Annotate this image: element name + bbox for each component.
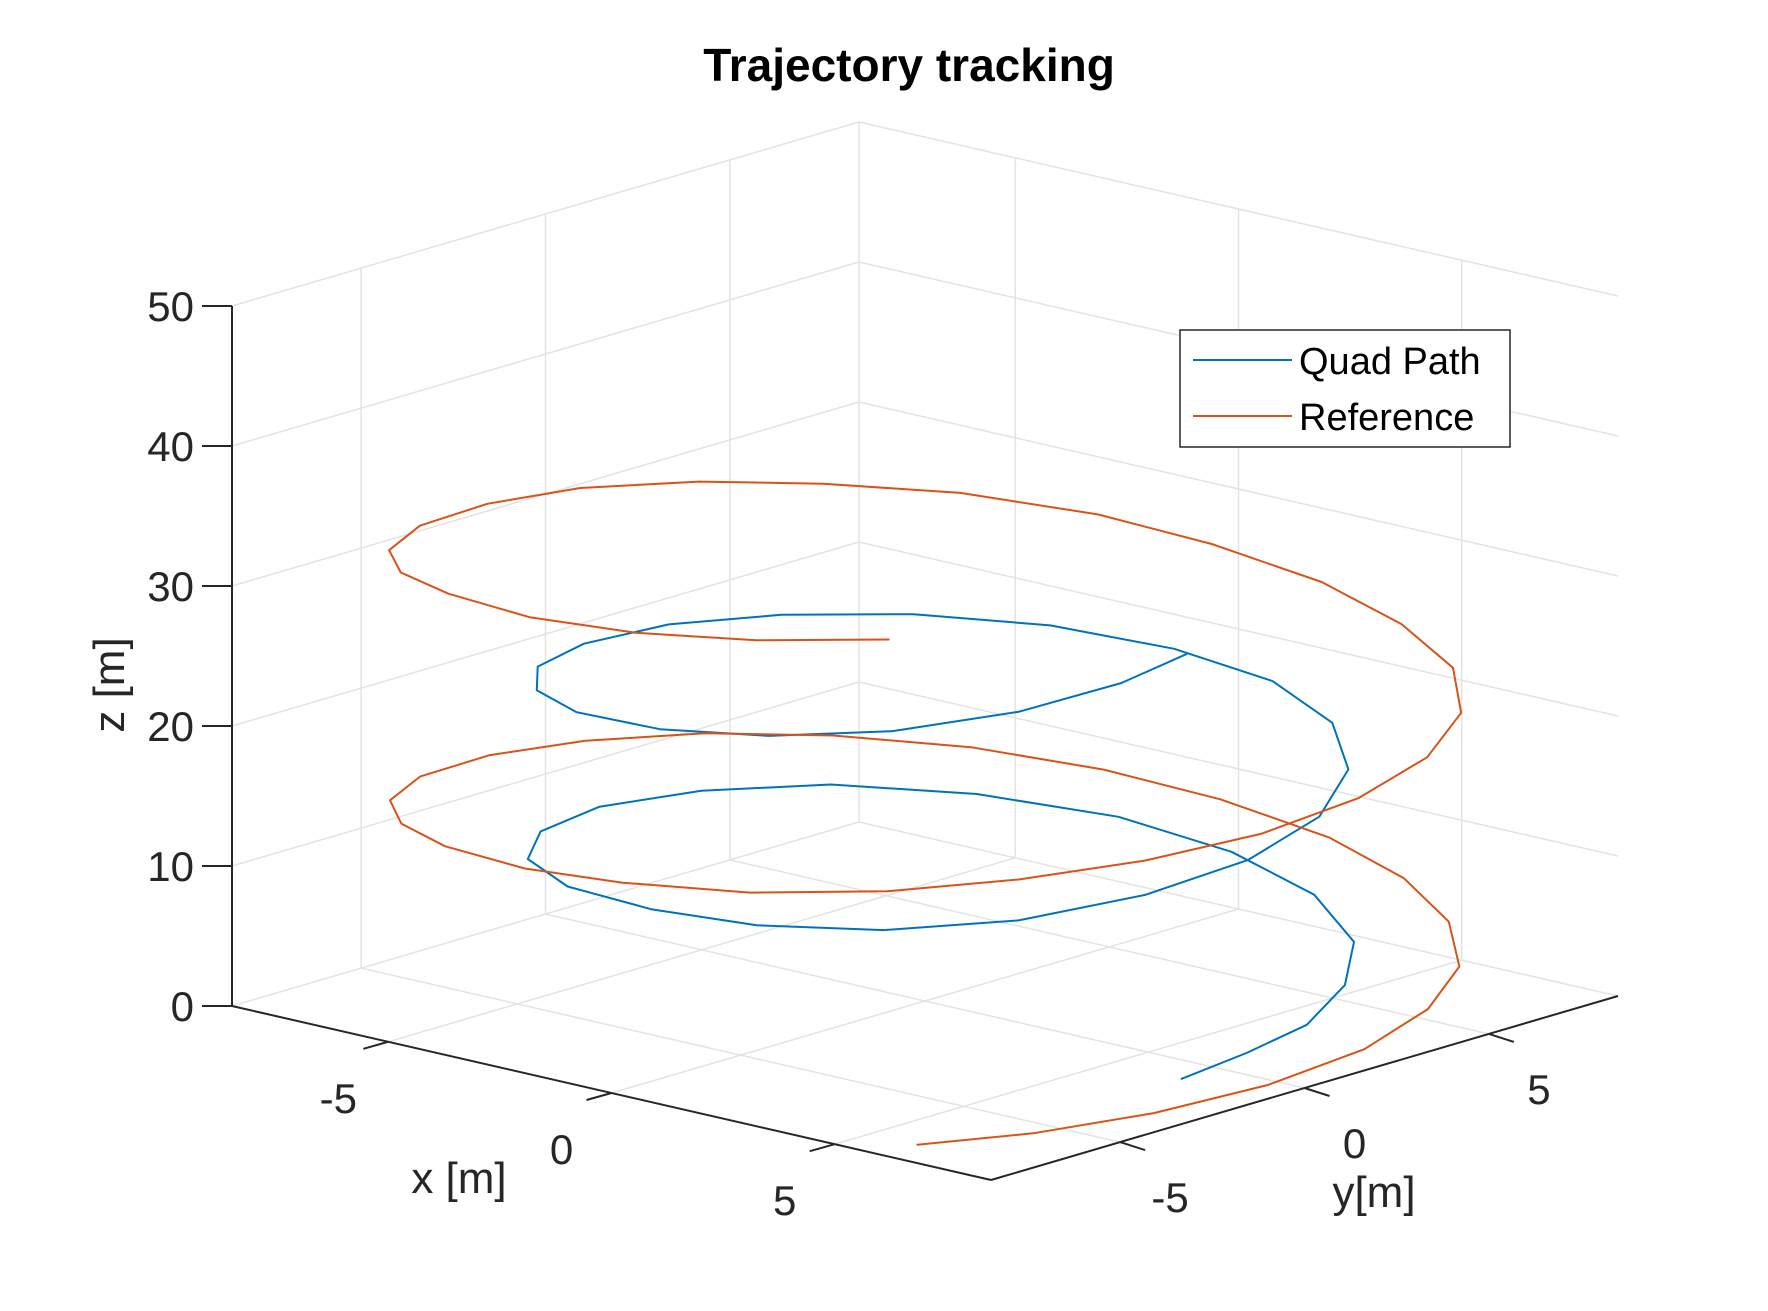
grid-line-back-left-horizontal bbox=[231, 681, 860, 867]
x-tick-mark bbox=[363, 1040, 389, 1050]
chart-title: Trajectory tracking bbox=[703, 39, 1115, 91]
y-axis-label: y[m] bbox=[1332, 1168, 1415, 1217]
data-series bbox=[388, 480, 1463, 1146]
grid-line-back-right-horizontal bbox=[858, 401, 1619, 577]
y-tick-label: 0 bbox=[1343, 1120, 1366, 1167]
grid-line-floor-y bbox=[545, 913, 1305, 1089]
y-tick-mark bbox=[1119, 1141, 1146, 1152]
z-tick-label: 30 bbox=[147, 563, 194, 610]
x-tick-label: 5 bbox=[773, 1177, 796, 1224]
grid-line-back-right-horizontal bbox=[858, 541, 1619, 717]
z-tick-label: 50 bbox=[147, 283, 194, 330]
grid-line-floor-y bbox=[729, 859, 1490, 1035]
grid-line-back-left-horizontal bbox=[231, 121, 860, 307]
legend-label-reference: Reference bbox=[1299, 397, 1474, 439]
tick-labels: 0 10 20 30 40 50 -5 0 5 -5 0 5 bbox=[147, 283, 1550, 1224]
grid-line-back-left-horizontal bbox=[231, 541, 860, 727]
legend-label-quad-path: Quad Path bbox=[1299, 341, 1481, 383]
x-tick-mark bbox=[809, 1143, 835, 1153]
z-tick-label: 10 bbox=[147, 843, 194, 890]
axes bbox=[202, 305, 1619, 1181]
x-axis-label: x [m] bbox=[411, 1154, 506, 1203]
z-axis-label: z [m] bbox=[85, 637, 134, 732]
grid-line-floor-y bbox=[360, 967, 1121, 1143]
x-tick-label: -5 bbox=[320, 1075, 357, 1122]
grid-line-back-right-horizontal bbox=[858, 121, 1619, 297]
x-tick-label: 0 bbox=[550, 1126, 573, 1173]
series-quad-path-line bbox=[526, 613, 1355, 1080]
x-tick-mark bbox=[586, 1092, 612, 1101]
grid-lines bbox=[231, 121, 1619, 1145]
y-tick-label: -5 bbox=[1151, 1174, 1188, 1221]
grid-line-back-left-horizontal bbox=[231, 261, 860, 447]
z-tick-label: 20 bbox=[147, 703, 194, 750]
grid-line-back-right-horizontal bbox=[858, 681, 1619, 857]
z-tick-label: 40 bbox=[147, 423, 194, 470]
legend: Quad Path Reference bbox=[1179, 329, 1511, 448]
legend-box bbox=[1179, 329, 1511, 448]
series-reference-line bbox=[388, 480, 1463, 1146]
y-tick-mark bbox=[1304, 1087, 1330, 1097]
z-tick-label: 0 bbox=[171, 983, 194, 1030]
y-tick-label: 5 bbox=[1527, 1066, 1550, 1113]
y-tick-mark bbox=[1488, 1032, 1515, 1043]
